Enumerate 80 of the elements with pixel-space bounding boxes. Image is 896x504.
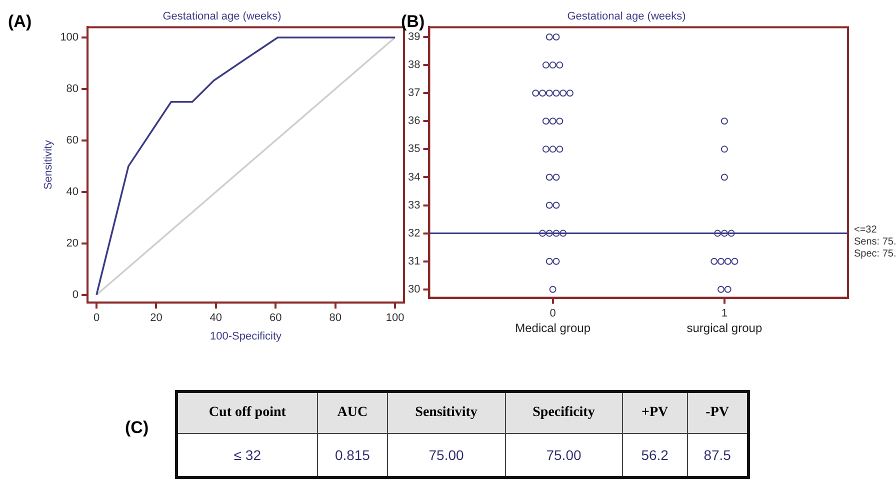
- y-tick-label: 0: [72, 288, 79, 301]
- text: (A): [8, 12, 32, 32]
- text: 0.815: [334, 447, 370, 463]
- point: [710, 258, 718, 265]
- y-tick-label: 37: [408, 87, 420, 100]
- x-tick-label: 60: [270, 312, 282, 324]
- y-tick-label: 33: [408, 199, 420, 212]
- line-series: [96, 36, 396, 296]
- y-tick-label: 31: [408, 255, 420, 268]
- point: [542, 62, 550, 69]
- y-tick-label: 34: [408, 171, 420, 184]
- text: (C): [125, 418, 149, 438]
- point: [542, 146, 550, 153]
- ref-line-label: <=32 Sens: 75. Spec: 75.: [854, 224, 896, 260]
- y-tick-label: 30: [408, 283, 420, 296]
- y-tick-label: 20: [66, 237, 79, 250]
- x-tick-label: 0: [550, 307, 556, 320]
- text: 75.00: [546, 447, 582, 463]
- x-tick-label: 40: [210, 312, 222, 324]
- point: [566, 90, 574, 97]
- point: [542, 118, 550, 125]
- point: [552, 174, 560, 181]
- point: [720, 118, 728, 125]
- x-tick-label: 100: [386, 312, 404, 324]
- point: [539, 90, 546, 97]
- point: [731, 258, 738, 265]
- point: [546, 174, 553, 181]
- text: surgical group: [686, 320, 762, 335]
- category-label: -PV: [687, 392, 748, 434]
- category-label: Sensitivity: [388, 392, 506, 434]
- text: 56.2: [641, 447, 668, 463]
- text: Medical group: [515, 320, 591, 335]
- point: [720, 146, 728, 153]
- y-tick-label: 38: [408, 59, 420, 72]
- point: [556, 62, 564, 69]
- y-axis-title: Sensitivity: [42, 140, 55, 190]
- category-label: AUC: [317, 392, 388, 434]
- point: [718, 286, 724, 293]
- y-tick-label: 36: [408, 115, 420, 128]
- y-tick-label: 100: [60, 32, 79, 44]
- category-label: Specificity: [505, 392, 622, 434]
- point: [546, 258, 553, 265]
- y-tick-label: 60: [66, 134, 79, 146]
- chart-title: Gestational age (weeks): [162, 10, 282, 23]
- point: [549, 118, 556, 125]
- point: [549, 286, 556, 293]
- y-tick-label: 35: [408, 143, 420, 156]
- point: [546, 34, 553, 41]
- point: [718, 258, 724, 265]
- point: [549, 62, 556, 69]
- point: [724, 258, 732, 265]
- x-tick-label: 0: [93, 312, 100, 324]
- point: [532, 90, 540, 97]
- category-label: Cut off point: [176, 392, 318, 434]
- y-tick-label: 32: [408, 227, 420, 240]
- point: [552, 34, 560, 41]
- text: ≤ 32: [234, 447, 262, 463]
- y-tick-label: 80: [66, 83, 79, 96]
- point: [552, 90, 560, 97]
- point: [552, 202, 560, 209]
- point: [556, 146, 564, 153]
- point: [552, 258, 560, 265]
- x-tick-label: 80: [329, 312, 342, 324]
- point: [556, 118, 564, 125]
- x-tick-label: 20: [150, 312, 162, 324]
- x-axis-title: 100-Specificity: [210, 330, 282, 342]
- y-tick-label: 40: [66, 186, 79, 198]
- point: [546, 202, 553, 209]
- y-tick-label: 39: [408, 31, 420, 44]
- point: [720, 174, 728, 181]
- chart-title: Gestational age (weeks): [567, 10, 686, 23]
- text: 87.5: [704, 447, 731, 463]
- x-tick-label: 1: [721, 307, 728, 320]
- annotation: (B): [401, 12, 425, 32]
- point: [724, 286, 732, 293]
- point: [546, 90, 553, 97]
- category-label: +PV: [622, 392, 688, 434]
- text: 75.00: [428, 447, 464, 463]
- point: [549, 146, 556, 153]
- point: [560, 90, 567, 97]
